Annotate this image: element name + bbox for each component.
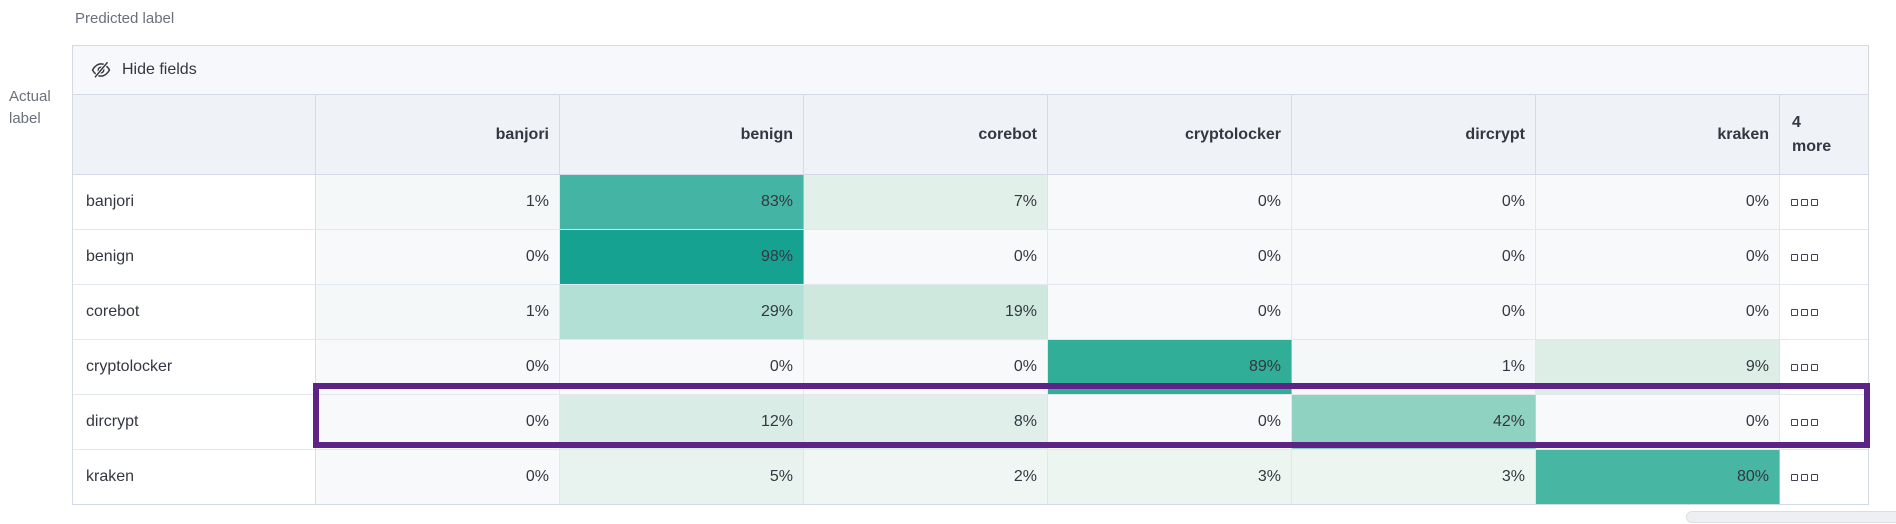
- cell-corebot-kraken[interactable]: 0%: [1536, 285, 1780, 339]
- column-header-corebot[interactable]: corebot: [804, 95, 1048, 174]
- matrix-row-kraken: kraken 0% 5% 2% 3% 3% 80%: [73, 450, 1868, 504]
- row-actions-button-kraken[interactable]: [1780, 450, 1868, 504]
- cell-benign-kraken[interactable]: 0%: [1536, 230, 1780, 284]
- row-actions-button-cryptolocker[interactable]: [1780, 340, 1868, 394]
- boxes-horizontal-icon: [1791, 253, 1818, 261]
- cell-banjori-benign[interactable]: 83%: [560, 175, 804, 229]
- actual-axis-label: Actual label: [9, 88, 51, 127]
- column-header-cryptolocker[interactable]: cryptolocker: [1048, 95, 1292, 174]
- cell-cryptolocker-dircrypt[interactable]: 1%: [1292, 340, 1536, 394]
- cell-cryptolocker-kraken[interactable]: 9%: [1536, 340, 1780, 394]
- boxes-horizontal-icon: [1791, 308, 1818, 316]
- hide-fields-button[interactable]: Hide fields: [73, 46, 1868, 95]
- cell-dircrypt-benign[interactable]: 12%: [560, 395, 804, 449]
- cell-kraken-corebot[interactable]: 2%: [804, 450, 1048, 504]
- row-label-banjori: banjori: [73, 175, 316, 229]
- matrix-row-cryptolocker: cryptolocker 0% 0% 0% 89% 1% 9%: [73, 340, 1868, 395]
- cell-kraken-dircrypt[interactable]: 3%: [1292, 450, 1536, 504]
- boxes-horizontal-icon: [1791, 198, 1818, 206]
- column-header-kraken[interactable]: kraken: [1536, 95, 1780, 174]
- column-header-banjori[interactable]: banjori: [316, 95, 560, 174]
- row-label-cryptolocker: cryptolocker: [73, 340, 316, 394]
- column-header-row: banjori benign corebot cryptolocker dircrypt…: [73, 95, 1868, 175]
- cell-benign-cryptolocker[interactable]: 0%: [1048, 230, 1292, 284]
- row-actions-button-banjori[interactable]: [1780, 175, 1868, 229]
- matrix-row-benign: benign 0% 98% 0% 0% 0% 0%: [73, 230, 1868, 285]
- cell-cryptolocker-corebot[interactable]: 0%: [804, 340, 1048, 394]
- row-label-dircrypt: dircrypt: [73, 395, 316, 449]
- row-label-kraken: kraken: [73, 450, 316, 504]
- row-actions-button-corebot[interactable]: [1780, 285, 1868, 339]
- cell-dircrypt-corebot[interactable]: 8%: [804, 395, 1048, 449]
- row-actions-button-dircrypt[interactable]: [1780, 395, 1868, 449]
- row-label-corebot: corebot: [73, 285, 316, 339]
- cell-corebot-banjori[interactable]: 1%: [316, 285, 560, 339]
- cell-cryptolocker-banjori[interactable]: 0%: [316, 340, 560, 394]
- confusion-matrix-grid: banjori benign corebot cryptolocker dircrypt…: [73, 95, 1868, 504]
- cell-banjori-banjori[interactable]: 1%: [316, 175, 560, 229]
- corner-header-cell: [73, 95, 316, 174]
- cell-banjori-dircrypt[interactable]: 0%: [1292, 175, 1536, 229]
- cell-kraken-kraken[interactable]: 80%: [1536, 450, 1780, 504]
- hide-fields-label: Hide fields: [122, 61, 197, 78]
- cell-dircrypt-cryptolocker[interactable]: 0%: [1048, 395, 1292, 449]
- more-columns-header[interactable]: 4 more: [1780, 95, 1868, 174]
- cell-kraken-cryptolocker[interactable]: 3%: [1048, 450, 1292, 504]
- matrix-row-banjori: banjori 1% 83% 7% 0% 0% 0%: [73, 175, 1868, 230]
- cell-banjori-cryptolocker[interactable]: 0%: [1048, 175, 1292, 229]
- cell-benign-corebot[interactable]: 0%: [804, 230, 1048, 284]
- boxes-horizontal-icon: [1791, 473, 1818, 481]
- matrix-row-corebot: corebot 1% 29% 19% 0% 0% 0%: [73, 285, 1868, 340]
- boxes-horizontal-icon: [1791, 418, 1818, 426]
- confusion-matrix-panel: Hide fields banjori benign corebot cryptolo…: [72, 45, 1870, 505]
- cell-benign-banjori[interactable]: 0%: [316, 230, 560, 284]
- cell-benign-dircrypt[interactable]: 0%: [1292, 230, 1536, 284]
- matrix-row-dircrypt: dircrypt 0% 12% 8% 0% 42% 0%: [73, 395, 1868, 450]
- row-actions-button-benign[interactable]: [1780, 230, 1868, 284]
- cell-cryptolocker-cryptolocker[interactable]: 89%: [1048, 340, 1292, 394]
- cell-dircrypt-dircrypt[interactable]: 42%: [1292, 395, 1536, 449]
- boxes-horizontal-icon: [1791, 363, 1818, 371]
- cell-cryptolocker-benign[interactable]: 0%: [560, 340, 804, 394]
- cell-corebot-dircrypt[interactable]: 0%: [1292, 285, 1536, 339]
- cell-kraken-benign[interactable]: 5%: [560, 450, 804, 504]
- horizontal-scrollbar-thumb[interactable]: [1686, 511, 1896, 523]
- cell-corebot-corebot[interactable]: 19%: [804, 285, 1048, 339]
- cell-benign-benign[interactable]: 98%: [560, 230, 804, 284]
- more-columns-label: 4 more: [1792, 114, 1832, 155]
- column-header-dircrypt[interactable]: dircrypt: [1292, 95, 1536, 174]
- cell-banjori-kraken[interactable]: 0%: [1536, 175, 1780, 229]
- cell-banjori-corebot[interactable]: 7%: [804, 175, 1048, 229]
- cell-dircrypt-kraken[interactable]: 0%: [1536, 395, 1780, 449]
- cell-corebot-benign[interactable]: 29%: [560, 285, 804, 339]
- cell-kraken-banjori[interactable]: 0%: [316, 450, 560, 504]
- column-header-benign[interactable]: benign: [560, 95, 804, 174]
- eye-slash-icon: [91, 60, 111, 80]
- predicted-axis-label: Predicted label: [75, 10, 175, 27]
- row-label-benign: benign: [73, 230, 316, 284]
- cell-corebot-cryptolocker[interactable]: 0%: [1048, 285, 1292, 339]
- cell-dircrypt-banjori[interactable]: 0%: [316, 395, 560, 449]
